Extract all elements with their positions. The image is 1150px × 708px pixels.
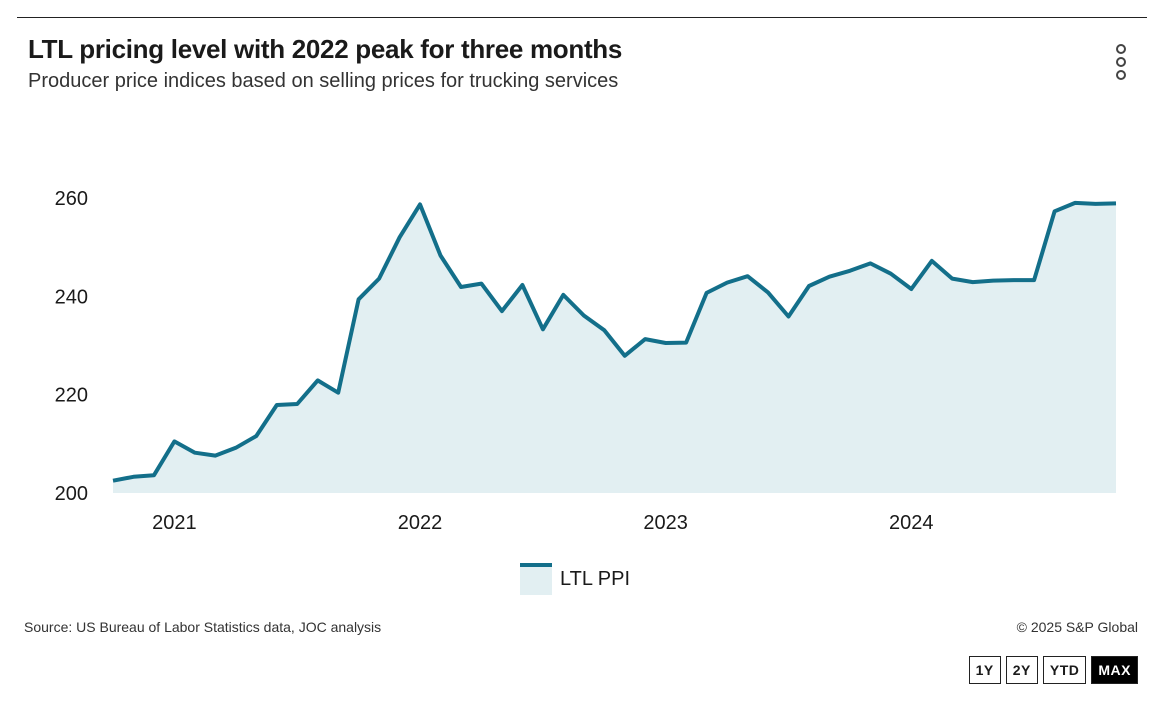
legend-swatch — [520, 563, 552, 595]
top-divider — [17, 17, 1147, 18]
chart-area: 200 220 240 260 2021 2022 2023 2024 — [55, 188, 1117, 534]
range-button-max[interactable]: MAX — [1091, 656, 1138, 684]
chart-title: LTL pricing level with 2022 peak for thr… — [28, 34, 623, 64]
x-tick-label: 2021 — [152, 512, 197, 534]
range-selector: 1Y 2Y YTD MAX — [968, 656, 1138, 684]
series-line-ltl-ppi[interactable] — [112, 200, 1117, 483]
range-button-2y[interactable]: 2Y — [1005, 656, 1038, 684]
x-tick-label: 2024 — [889, 512, 934, 534]
legend-label: LTL PPI — [560, 567, 631, 590]
x-tick-label: 2023 — [643, 512, 688, 534]
copyright-note: © 2025 S&P Global — [1016, 619, 1138, 635]
y-tick-label: 220 — [55, 385, 88, 407]
series-area-fill — [113, 202, 1116, 493]
y-tick-label: 200 — [55, 483, 88, 505]
chart-subtitle: Producer price indices based on selling … — [28, 70, 619, 92]
range-button-1y[interactable]: 1Y — [968, 656, 1001, 684]
legend-item-ltl-ppi[interactable]: LTL PPI — [520, 563, 630, 595]
y-tick-label: 240 — [55, 286, 88, 308]
range-button-ytd[interactable]: YTD — [1042, 656, 1087, 684]
x-tick-label: 2022 — [398, 512, 443, 534]
more-options-icon[interactable] — [1108, 44, 1134, 80]
y-tick-label: 260 — [55, 188, 88, 210]
source-note: Source: US Bureau of Labor Statistics da… — [24, 619, 382, 635]
